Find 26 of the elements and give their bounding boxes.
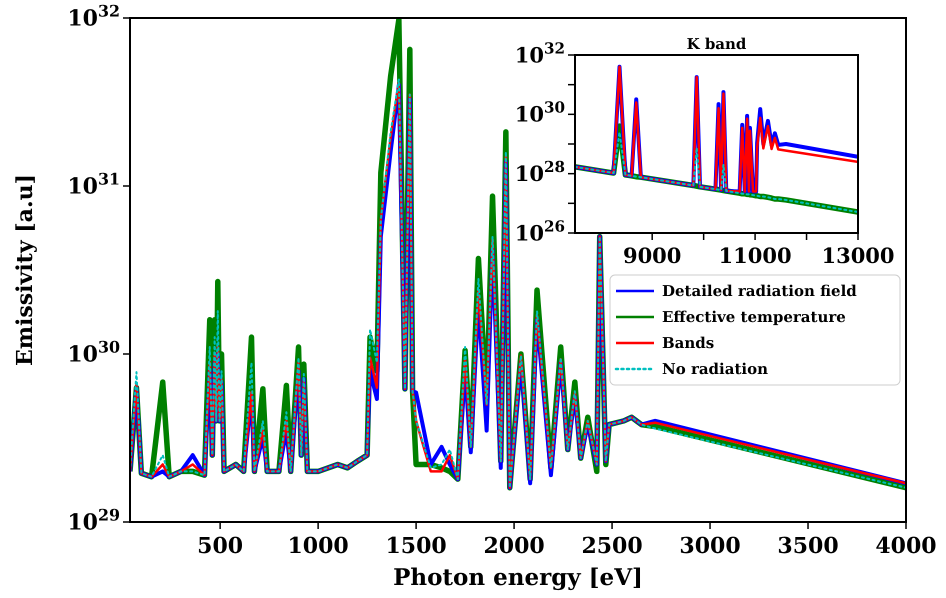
legend-label: Bands (662, 334, 714, 352)
y-tick-label: 10$^{29}$ (67, 505, 120, 536)
x-tick-label: 13000 (821, 243, 895, 268)
x-tick-label: 3000 (679, 533, 741, 559)
x-tick-label: 4000 (875, 533, 937, 559)
legend-label: Effective temperature (662, 308, 846, 326)
x-tick-label: 1000 (288, 533, 349, 559)
y-axis-title: Emissivity [a.u] (12, 174, 38, 366)
x-tick-label: 11000 (718, 243, 792, 268)
x-tick-label: 2500 (581, 533, 643, 559)
y-tick-label: 10$^{30}$ (514, 98, 565, 127)
x-tick-label: 9000 (622, 243, 682, 268)
legend-label: No radiation (662, 360, 768, 378)
legend-label: Detailed radiation field (662, 282, 858, 300)
y-tick-label: 10$^{28}$ (514, 158, 565, 186)
y-tick-label: 10$^{32}$ (514, 39, 565, 68)
y-tick-label: 10$^{32}$ (67, 1, 120, 32)
y-tick-label: 10$^{30}$ (67, 337, 120, 368)
chart-title: K band (686, 35, 747, 53)
x-tick-label: 3500 (777, 533, 839, 559)
x-tick-label: 1500 (385, 533, 447, 559)
x-tick-label: 2000 (483, 533, 545, 559)
y-tick-label: 10$^{31}$ (67, 169, 120, 200)
x-axis-title: Photon energy [eV] (393, 564, 643, 591)
x-tick-label: 500 (197, 533, 244, 559)
y-tick-label: 10$^{26}$ (514, 217, 565, 246)
